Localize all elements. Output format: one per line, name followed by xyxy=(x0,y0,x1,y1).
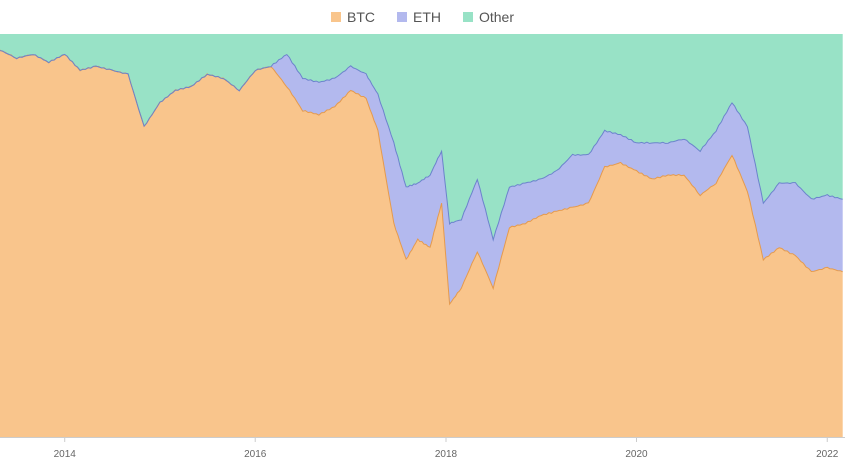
legend-item-other[interactable]: Other xyxy=(462,9,514,25)
area-layer xyxy=(0,34,843,437)
x-tick-label: 2018 xyxy=(435,449,458,460)
x-tick-label: 2014 xyxy=(54,449,77,460)
legend-label: ETH xyxy=(412,9,441,25)
legend-item-btc[interactable]: BTC xyxy=(330,9,375,25)
line-layer xyxy=(0,49,843,306)
area-other xyxy=(0,34,843,240)
x-tick-label: 2020 xyxy=(625,449,648,460)
legend-item-eth[interactable]: ETH xyxy=(396,9,441,25)
legend-label: Other xyxy=(478,9,514,25)
legend-swatch xyxy=(462,12,473,22)
x-tick-label: 2022 xyxy=(816,449,839,460)
chart-legend: BTC ETH Other xyxy=(0,6,845,28)
series-line-eth xyxy=(0,50,843,242)
x-axis-ticks: 2014 2016 2018 2020 2022 xyxy=(54,437,839,460)
area-btc xyxy=(0,50,843,437)
x-tick-label: 2016 xyxy=(244,449,267,460)
legend-swatch xyxy=(330,12,341,22)
legend-swatch xyxy=(396,12,407,22)
legend-label: BTC xyxy=(346,9,375,25)
